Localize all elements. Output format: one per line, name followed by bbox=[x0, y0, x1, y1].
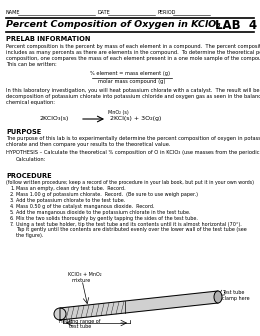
Text: PROCEDURE: PROCEDURE bbox=[6, 173, 52, 179]
Ellipse shape bbox=[214, 291, 222, 303]
Text: HYPOTHESIS – Calculate the theoretical % composition of O in KClO₃ (use masses f: HYPOTHESIS – Calculate the theoretical %… bbox=[6, 150, 260, 155]
Text: KClO₃ + MnO₂: KClO₃ + MnO₂ bbox=[68, 272, 102, 277]
Text: MnO₂ (s): MnO₂ (s) bbox=[108, 110, 128, 115]
Text: DATE: DATE bbox=[98, 10, 111, 15]
Text: Using a test tube holder, tip the test tube and its contents until it is almost : Using a test tube holder, tip the test t… bbox=[16, 222, 242, 227]
Text: mixture: mixture bbox=[72, 278, 91, 283]
Text: chlorate and then compare your results to the theoretical value.: chlorate and then compare your results t… bbox=[6, 142, 171, 147]
Text: 2.: 2. bbox=[10, 192, 15, 197]
Text: NAME: NAME bbox=[6, 10, 21, 15]
Text: decomposition of potassium chlorate into potassium chloride and oxygen gas as se: decomposition of potassium chlorate into… bbox=[6, 94, 260, 99]
Text: 2KCl(s) + 3O₂(g): 2KCl(s) + 3O₂(g) bbox=[110, 116, 161, 121]
Text: 5.: 5. bbox=[10, 210, 15, 215]
Text: 3.: 3. bbox=[10, 198, 15, 203]
Text: PRELAB INFORMATION: PRELAB INFORMATION bbox=[6, 36, 90, 42]
Text: Percent composition is the percent by mass of each element in a compound.  The p: Percent composition is the percent by ma… bbox=[6, 44, 260, 49]
Text: Calculation:: Calculation: bbox=[16, 157, 46, 162]
Text: % element = mass element (g): % element = mass element (g) bbox=[90, 71, 170, 76]
Text: 4.: 4. bbox=[10, 204, 15, 209]
Text: Test tube: Test tube bbox=[222, 290, 244, 295]
Text: Mass 0.50 g of the catalyst manganous dioxide.  Record.: Mass 0.50 g of the catalyst manganous di… bbox=[16, 204, 154, 209]
Text: Add the manganous dioxide to the potassium chlorate in the test tube.: Add the manganous dioxide to the potassi… bbox=[16, 210, 191, 215]
Text: Heating range of: Heating range of bbox=[59, 319, 101, 324]
Text: 2KClO₃(s): 2KClO₃(s) bbox=[40, 116, 69, 121]
Text: Percent Composition of Oxygen in KClO₃: Percent Composition of Oxygen in KClO₃ bbox=[6, 20, 220, 29]
Text: This can be written:: This can be written: bbox=[6, 62, 57, 67]
Text: (follow written procedure; keep a record of the procedure in your lab book, but : (follow written procedure; keep a record… bbox=[6, 180, 254, 185]
Text: Mix the two solids thoroughly by gently tapping the sides of the test tube.: Mix the two solids thoroughly by gently … bbox=[16, 216, 198, 221]
Text: the figure).: the figure). bbox=[16, 233, 43, 238]
Text: LAB  4: LAB 4 bbox=[215, 19, 257, 32]
Text: chemical equation:: chemical equation: bbox=[6, 100, 55, 105]
Text: Mass 1.00 g of potassium chlorate.  Record.  (Be sure to use weigh paper.): Mass 1.00 g of potassium chlorate. Recor… bbox=[16, 192, 198, 197]
Text: Add the potassium chlorate to the test tube.: Add the potassium chlorate to the test t… bbox=[16, 198, 125, 203]
Text: molar mass compound (g): molar mass compound (g) bbox=[98, 79, 166, 84]
Text: In this laboratory investigation, you will heat potassium chlorate with a cataly: In this laboratory investigation, you wi… bbox=[6, 88, 260, 93]
Text: 7.: 7. bbox=[10, 222, 15, 227]
Text: The purpose of this lab is to experimentally determine the percent composition o: The purpose of this lab is to experiment… bbox=[6, 136, 260, 141]
Text: PURPOSE: PURPOSE bbox=[6, 129, 41, 135]
Text: 1.: 1. bbox=[10, 186, 15, 191]
Text: Tap it gently until the contents are distributed evenly over the lower wall of t: Tap it gently until the contents are dis… bbox=[16, 227, 247, 233]
Text: composition, one compares the mass of each element present in a one mole sample : composition, one compares the mass of ea… bbox=[6, 56, 260, 61]
Text: 6.: 6. bbox=[10, 216, 15, 221]
Text: includes as many percents as there are elements in the compound.  To determine t: includes as many percents as there are e… bbox=[6, 50, 260, 55]
Text: Mass an empty, clean dry test tube.  Record.: Mass an empty, clean dry test tube. Reco… bbox=[16, 186, 126, 191]
Polygon shape bbox=[60, 291, 218, 320]
Text: PERIOD: PERIOD bbox=[158, 10, 176, 15]
Ellipse shape bbox=[54, 308, 66, 320]
Text: clamp here: clamp here bbox=[222, 296, 250, 301]
Text: test tube: test tube bbox=[69, 324, 91, 329]
